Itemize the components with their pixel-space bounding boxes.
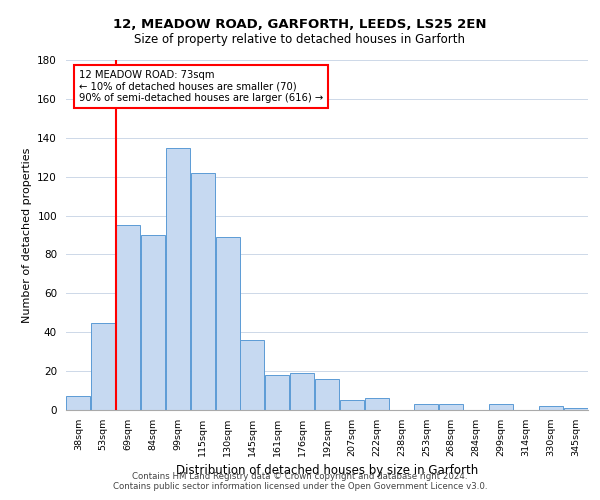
Bar: [365, 398, 389, 410]
Bar: [141, 235, 165, 410]
Bar: [67, 396, 91, 410]
Text: 12 MEADOW ROAD: 73sqm
← 10% of detached houses are smaller (70)
90% of semi-deta: 12 MEADOW ROAD: 73sqm ← 10% of detached …: [79, 70, 323, 103]
Bar: [290, 373, 314, 410]
Bar: [116, 226, 140, 410]
Text: 12, MEADOW ROAD, GARFORTH, LEEDS, LS25 2EN: 12, MEADOW ROAD, GARFORTH, LEEDS, LS25 2…: [113, 18, 487, 30]
Bar: [265, 375, 289, 410]
Bar: [489, 404, 513, 410]
Bar: [415, 404, 439, 410]
Bar: [91, 322, 115, 410]
Bar: [315, 379, 339, 410]
X-axis label: Distribution of detached houses by size in Garforth: Distribution of detached houses by size …: [176, 464, 478, 477]
Text: Size of property relative to detached houses in Garforth: Size of property relative to detached ho…: [134, 32, 466, 46]
Bar: [439, 404, 463, 410]
Bar: [215, 237, 239, 410]
Bar: [166, 148, 190, 410]
Bar: [539, 406, 563, 410]
Bar: [191, 173, 215, 410]
Bar: [340, 400, 364, 410]
Bar: [563, 408, 587, 410]
Bar: [241, 340, 265, 410]
Y-axis label: Number of detached properties: Number of detached properties: [22, 148, 32, 322]
Text: Contains HM Land Registry data © Crown copyright and database right 2024.
Contai: Contains HM Land Registry data © Crown c…: [113, 472, 487, 491]
